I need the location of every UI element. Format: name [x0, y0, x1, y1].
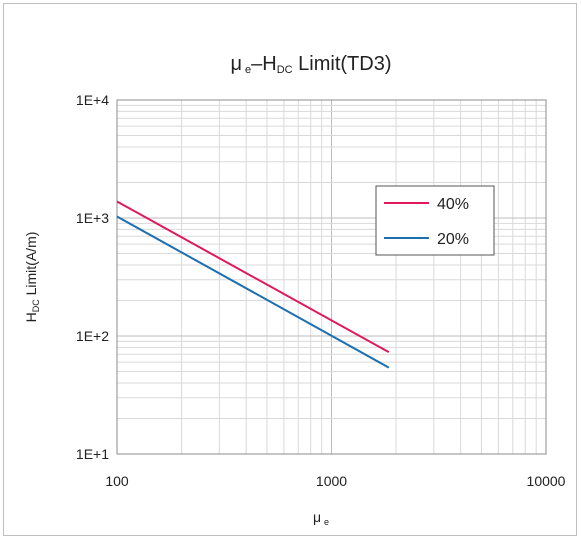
y-tick-label: 1E+2 [76, 328, 109, 344]
y-tick-label: 1E+3 [76, 210, 109, 226]
xlabel-mu: μ [313, 509, 321, 525]
x-tick-label: 100 [105, 473, 129, 489]
legend-box [375, 185, 495, 256]
legend-label-20: 20% [437, 231, 469, 248]
y-axis-label: HDC Limit(A/m) [23, 232, 41, 323]
chart-title: μ e–HDC Limit(TD3) [230, 53, 391, 76]
plot-border [116, 99, 547, 455]
y-tick-labels: 1E+1 1E+2 1E+3 1E+4 [76, 92, 109, 462]
x-tick-labels: 100 1000 10000 [105, 473, 565, 489]
title-suffix: Limit(TD3) [293, 53, 392, 75]
ylabel-sub: DC [31, 299, 41, 312]
xlabel-sub: e [324, 517, 329, 527]
y-tick-label: 1E+1 [76, 446, 109, 462]
ylabel-h: H [23, 312, 39, 322]
title-h-sub: DC [277, 64, 293, 76]
series-line-20pct [116, 215, 390, 369]
chart-frame [3, 3, 577, 536]
series-line-40pct [116, 200, 390, 354]
y-tick-label: 1E+4 [76, 92, 109, 108]
x-tick-label: 1000 [316, 473, 347, 489]
title-h: H [262, 53, 276, 75]
series-layer [116, 200, 390, 369]
grid [117, 100, 546, 454]
legend-label-40: 40% [437, 196, 469, 213]
title-dash: – [251, 53, 263, 75]
legend: 40% 20% [375, 185, 495, 256]
title-mu: μ [230, 53, 242, 75]
x-tick-label: 10000 [527, 473, 566, 489]
ylabel-rest: Limit(A/m) [23, 232, 39, 300]
title-mu-sub: e [245, 64, 251, 76]
